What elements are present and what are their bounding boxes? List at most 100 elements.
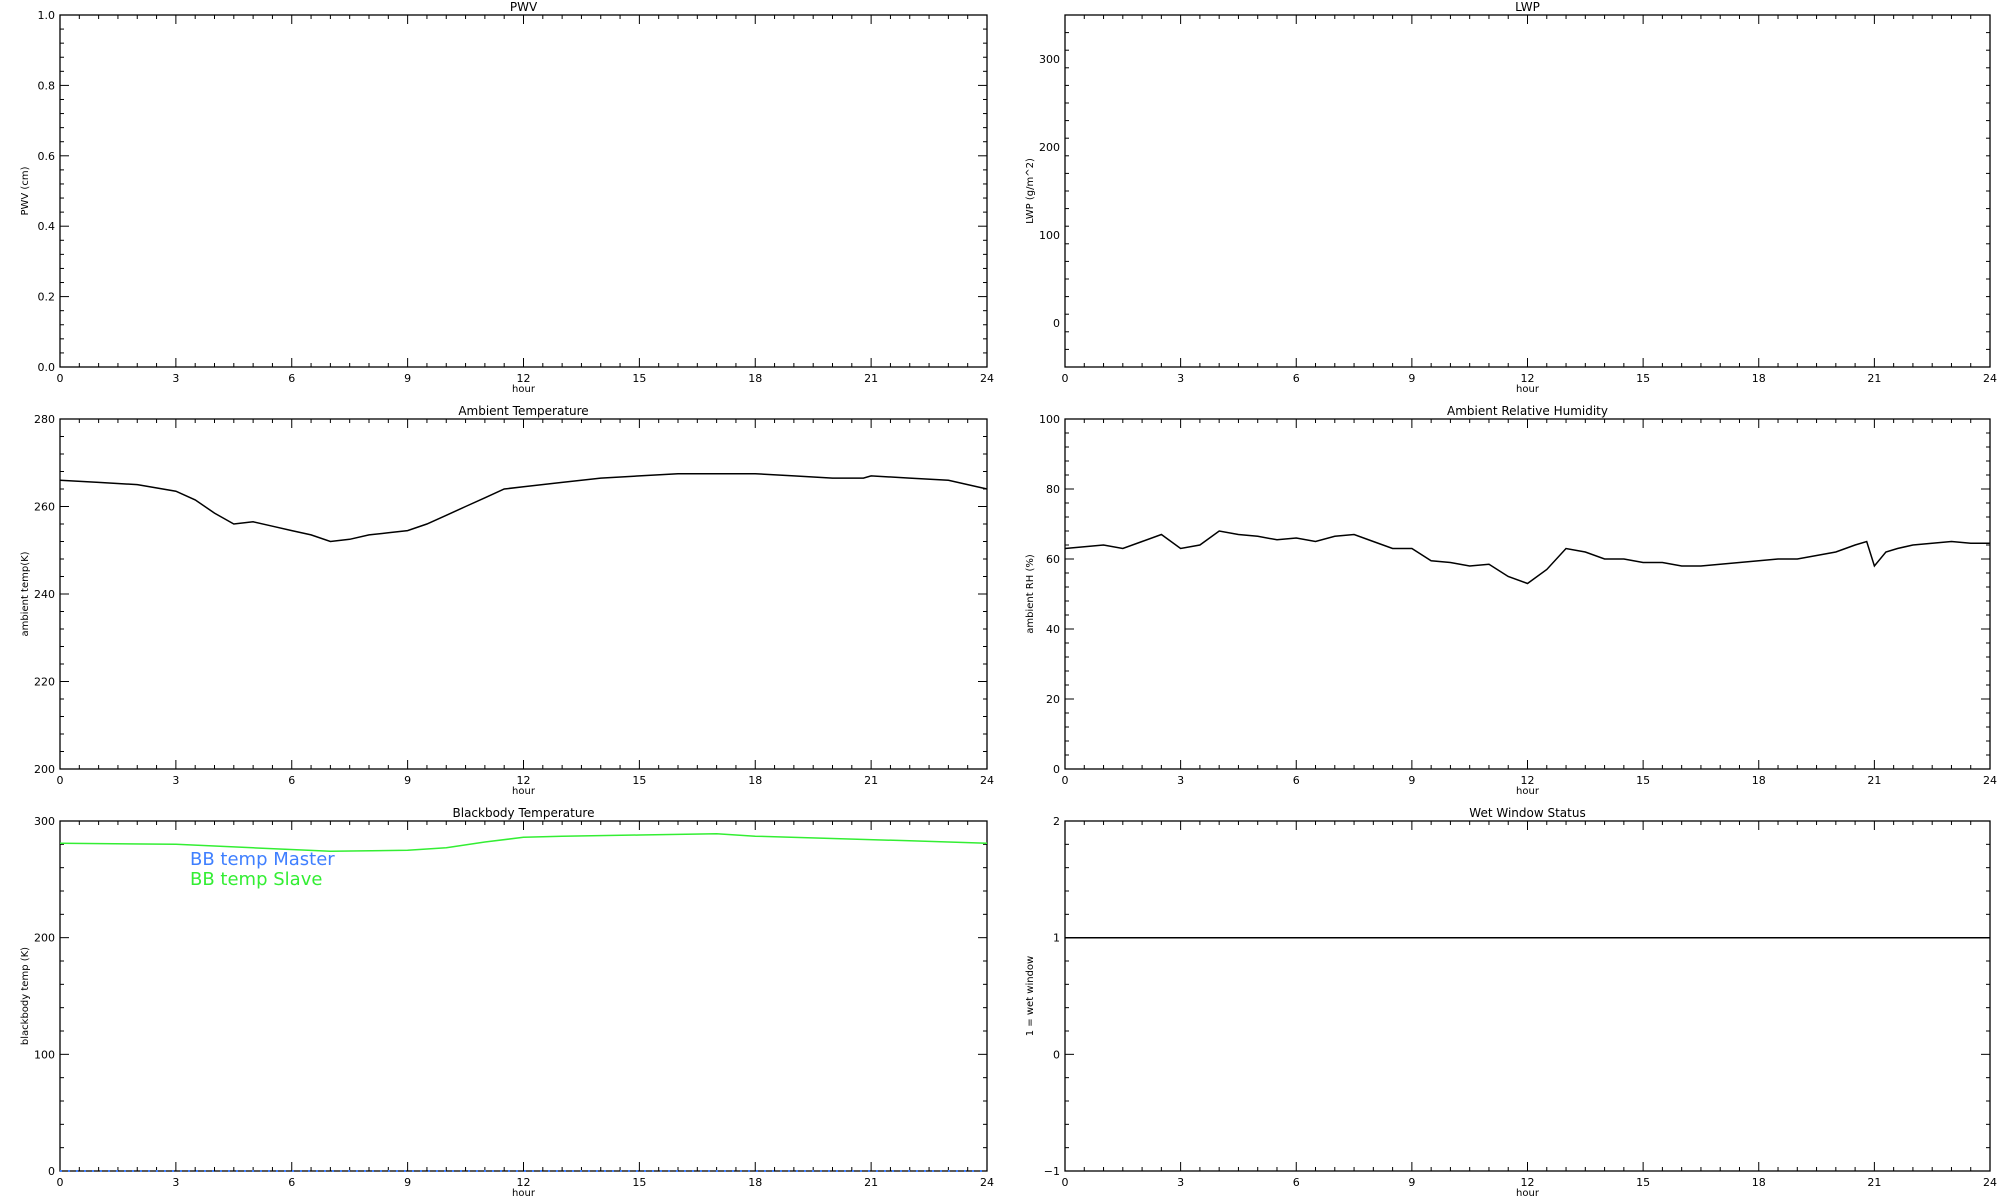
x-tick-label: 0 (1062, 774, 1069, 787)
y-tick-label: 60 (1046, 553, 1060, 566)
y-tick-label: 100 (34, 1048, 55, 1061)
chart-title: LWP (1515, 0, 1540, 14)
y-tick-label: 0 (48, 1165, 55, 1178)
x-tick-label: 24 (1983, 1176, 1997, 1189)
y-tick-label: 0 (1053, 763, 1060, 776)
x-tick-label: 24 (1983, 372, 1997, 385)
plot-frame (59, 14, 988, 368)
x-tick-label: 18 (748, 774, 762, 787)
x-tick-label: 12 (517, 372, 531, 385)
x-tick-label: 21 (1867, 1176, 1881, 1189)
y-axis-label: ambient RH (%) (1025, 554, 1036, 634)
x-tick-label: 15 (1636, 372, 1650, 385)
y-tick-label: 200 (34, 763, 55, 776)
y-tick-label: 40 (1046, 623, 1060, 636)
y-tick-label: 0.0 (38, 361, 56, 374)
y-tick-label: 280 (34, 413, 55, 426)
y-tick-label: 80 (1046, 483, 1060, 496)
x-axis-label: hour (512, 1188, 536, 1199)
x-axis-label: hour (1516, 1188, 1540, 1199)
plot-frame (59, 418, 988, 770)
chart-blackbody-temperature: Blackbody Temperature 0 3 6 9 12 15 18 21 24 hour 0… (20, 806, 994, 1199)
y-tick-label: 0.4 (38, 220, 56, 233)
x-tick-label: 21 (1867, 372, 1881, 385)
plot-frame (1064, 418, 1991, 770)
x-tick-label: 24 (980, 372, 994, 385)
x-tick-label: 3 (1177, 1176, 1184, 1189)
x-tick-label: 12 (1521, 1176, 1535, 1189)
y-axis-label: blackbody temp (K) (20, 947, 31, 1045)
x-tick-label: 9 (1408, 1176, 1415, 1189)
x-tick-label: 15 (632, 1176, 646, 1189)
chart-title: Wet Window Status (1469, 806, 1585, 820)
x-tick-label: 0 (1062, 1176, 1069, 1189)
x-tick-label: 24 (980, 1176, 994, 1189)
x-tick-label: 3 (172, 372, 179, 385)
x-tick-label: 12 (517, 1176, 531, 1189)
x-tick-label: 6 (288, 1176, 295, 1189)
x-tick-label: 15 (632, 774, 646, 787)
x-tick-label: 15 (632, 372, 646, 385)
x-tick-label: 3 (172, 774, 179, 787)
x-tick-label: 6 (1293, 1176, 1300, 1189)
y-tick-label: 240 (34, 588, 55, 601)
y-tick-label: 220 (34, 676, 55, 689)
x-tick-label: 15 (1636, 1176, 1650, 1189)
chart-pwv: PWV 0 3 6 9 12 15 18 21 24 hour 0.0 0.2 0.4 0.6 0.8 1.0 P… (20, 0, 994, 395)
y-tick-label: 20 (1046, 693, 1060, 706)
x-tick-label: 9 (404, 774, 411, 787)
chart-lwp: LWP 0 3 6 9 12 15 18 21 24 hour 0 100 200 300 LWP (g/m^… (1025, 0, 1997, 395)
x-tick-label: 0 (1062, 372, 1069, 385)
x-tick-label: 18 (1752, 1176, 1766, 1189)
x-tick-label: 6 (1293, 774, 1300, 787)
chart-title: Ambient Temperature (458, 404, 588, 418)
x-tick-label: 9 (1408, 372, 1415, 385)
x-axis-label: hour (512, 786, 536, 797)
x-axis-label: hour (1516, 786, 1540, 797)
x-axis-label: hour (512, 384, 536, 395)
x-tick-label: 21 (864, 372, 878, 385)
series-line-1 (59, 472, 988, 543)
x-tick-label: 6 (1293, 372, 1300, 385)
y-tick-label: 260 (34, 501, 55, 514)
x-tick-label: 18 (1752, 774, 1766, 787)
y-axis-label: PWV (cm) (20, 166, 31, 215)
x-tick-label: 21 (1867, 774, 1881, 787)
y-tick-label: 200 (34, 932, 55, 945)
legend-entry: BB temp Master (190, 849, 335, 870)
y-axis-label: LWP (g/m^2) (1025, 158, 1036, 224)
x-tick-label: 9 (404, 372, 411, 385)
y-tick-label: 1.0 (38, 9, 56, 22)
y-tick-label: 2 (1053, 815, 1060, 828)
y-tick-label: 100 (1039, 413, 1060, 426)
x-tick-label: 9 (1408, 774, 1415, 787)
chart-title: Blackbody Temperature (453, 806, 595, 820)
y-tick-label: 0.6 (38, 150, 56, 163)
x-tick-label: 24 (1983, 774, 1997, 787)
series-line-bb-temp-slave (59, 833, 988, 853)
y-tick-label: −1 (1044, 1165, 1060, 1178)
x-tick-label: 21 (864, 774, 878, 787)
y-tick-label: 1 (1053, 932, 1060, 945)
x-tick-label: 9 (404, 1176, 411, 1189)
x-tick-label: 12 (1521, 774, 1535, 787)
x-tick-label: 15 (1636, 774, 1650, 787)
y-tick-label: 0.2 (38, 291, 56, 304)
x-tick-label: 18 (748, 372, 762, 385)
chart-ambient-temperature: Ambient Temperature 0 3 6 9 12 15 18 21 24 hour 200… (20, 404, 994, 797)
y-tick-label: 0 (1053, 1048, 1060, 1061)
y-tick-label: 100 (1039, 229, 1060, 242)
legend-entry: BB temp Slave (190, 869, 322, 890)
y-tick-label: 0 (1053, 317, 1060, 330)
x-tick-label: 6 (288, 774, 295, 787)
x-axis-label: hour (1516, 384, 1540, 395)
x-tick-label: 12 (517, 774, 531, 787)
x-tick-label: 21 (864, 1176, 878, 1189)
x-tick-label: 3 (1177, 774, 1184, 787)
x-tick-label: 0 (57, 372, 64, 385)
x-tick-label: 6 (288, 372, 295, 385)
plot-frame (1064, 820, 1991, 1172)
y-axis-label: ambient temp(K) (20, 551, 31, 636)
